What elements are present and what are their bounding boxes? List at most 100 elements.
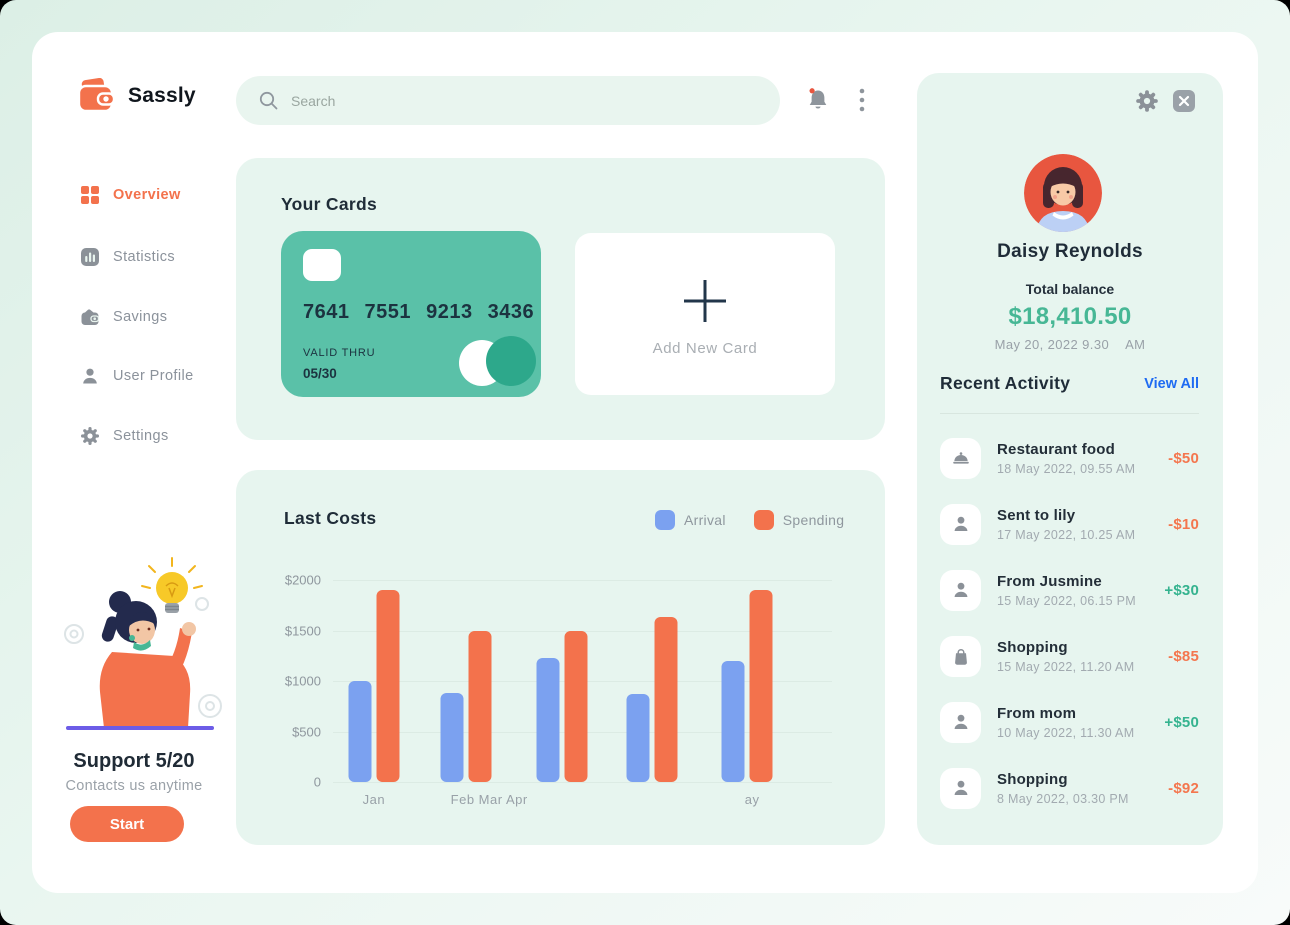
bar-spending-feb xyxy=(468,630,492,782)
activity-amount: +$30 xyxy=(1164,581,1199,599)
legend-entry-arrival: Arrival xyxy=(655,510,726,530)
activity-row-shopping-2[interactable]: Shopping 8 May 2022, 03.30 PM -$92 xyxy=(940,755,1199,821)
y-axis-tick-label: $1000 xyxy=(284,673,321,689)
activity-title-text: From Jusmine xyxy=(997,572,1102,590)
person-icon xyxy=(83,368,97,384)
activity-row-restaurant-food[interactable]: Restaurant food 18 May 2022, 09.55 AM -$… xyxy=(940,425,1199,491)
sidebar-item-label: Overview xyxy=(113,187,181,203)
activity-list: Restaurant food 18 May 2022, 09.55 AM -$… xyxy=(940,425,1199,821)
bar-chart-icon xyxy=(81,248,99,266)
bar-arrival-may xyxy=(721,660,745,782)
activity-datetime: 15 May 2022, 11.20 AM xyxy=(997,659,1135,674)
activity-amount: -$10 xyxy=(1168,515,1199,533)
more-options-button[interactable] xyxy=(852,87,872,115)
person-icon xyxy=(954,714,967,729)
close-icon xyxy=(1178,95,1190,107)
avatar xyxy=(1024,154,1102,232)
activity-icon-tile xyxy=(940,767,981,809)
bar-spending-may xyxy=(749,590,773,782)
activity-amount: -$85 xyxy=(1168,647,1199,665)
activity-title-text: Shopping xyxy=(997,638,1068,656)
bar-group-apr xyxy=(626,580,678,782)
activity-datetime: 10 May 2022, 11.30 AM xyxy=(997,725,1135,740)
wallet-icon xyxy=(81,309,100,325)
credit-card[interactable]: 7641 7551 9213 3436 VALID THRU 05/30 xyxy=(281,231,541,397)
gridline xyxy=(333,782,832,783)
last-costs-panel: Last Costs Arrival Spending $2000 $1500 $1… xyxy=(236,470,885,845)
bar-arrival-apr xyxy=(626,694,650,782)
sidebar-item-settings[interactable]: Settings xyxy=(80,421,169,451)
legend-label-arrival: Arrival xyxy=(684,512,726,528)
wallet-logo-icon xyxy=(77,78,116,113)
your-cards-panel: Your Cards 7641 7551 9213 3436 VALID THR… xyxy=(236,158,885,440)
sidebar-item-statistics[interactable]: Statistics xyxy=(80,242,175,272)
activity-row-from-mom[interactable]: From mom 10 May 2022, 11.30 AM +$50 xyxy=(940,689,1199,755)
x-axis-tick-label: Feb Mar Apr xyxy=(450,792,528,807)
search-bar[interactable] xyxy=(236,76,780,125)
sidebar-item-label: Statistics xyxy=(113,249,176,265)
total-balance-value: $18,410.50 xyxy=(1008,303,1132,330)
profile-name: Daisy Reynolds xyxy=(997,241,1143,262)
card-chip xyxy=(303,249,341,281)
your-cards-title: Your Cards xyxy=(281,194,378,214)
activity-amount: +$50 xyxy=(1164,713,1199,731)
view-all-link[interactable]: View All xyxy=(1144,375,1199,392)
legend-swatch-spending xyxy=(753,510,774,530)
search-input[interactable] xyxy=(291,92,711,109)
profile-panel: Daisy Reynolds Total balance $18,410.50 … xyxy=(917,73,1223,845)
bar-group-mar xyxy=(536,580,588,782)
person-icon xyxy=(954,780,967,795)
activity-row-sent-to-lily[interactable]: Sent to lily 17 May 2022, 10.25 AM -$10 xyxy=(940,491,1199,557)
chart-legend: Arrival Spending xyxy=(655,510,844,530)
card-number: 7641 7551 9213 3436 xyxy=(303,301,535,323)
activity-row-shopping-1[interactable]: Shopping 15 May 2022, 11.20 AM -$85 xyxy=(940,623,1199,689)
activity-datetime: 8 May 2022, 03.30 PM xyxy=(997,791,1129,806)
activity-row-from-jusmine[interactable]: From Jusmine 15 May 2022, 06.15 PM +$30 xyxy=(940,557,1199,623)
panel-settings-button[interactable] xyxy=(1135,89,1159,113)
bar-spending-jan xyxy=(376,590,400,782)
person-icon xyxy=(954,516,967,531)
y-axis-tick-label: $2000 xyxy=(284,572,321,588)
activity-icon-tile xyxy=(940,701,981,743)
y-axis-tick-label: 0 xyxy=(313,774,321,790)
start-button[interactable]: Start xyxy=(70,806,184,842)
sidebar-item-label: Settings xyxy=(113,428,169,444)
chart-plot: $2000 $1500 $1000 $500 0 Jan Feb Mar Apr ay xyxy=(285,573,832,807)
total-balance-label: Total balance xyxy=(1025,281,1115,297)
app-logo: Sassly xyxy=(76,78,196,114)
sidebar-item-user-profile[interactable]: User Profile xyxy=(80,361,194,391)
support-title: Support 5/20 xyxy=(73,750,195,772)
panel-close-button[interactable] xyxy=(1173,90,1195,112)
y-axis-tick-label: $1500 xyxy=(284,623,321,638)
valid-thru-label: VALID THRU xyxy=(303,347,376,359)
activity-title-text: Shopping xyxy=(997,770,1068,788)
legend-label-spending: Spending xyxy=(782,512,845,528)
activity-icon-tile xyxy=(940,437,981,479)
sidebar-item-savings[interactable]: Savings xyxy=(80,302,167,332)
gear-icon xyxy=(81,427,99,445)
bar-arrival-mar xyxy=(536,657,560,782)
valid-thru-value: 05/30 xyxy=(303,366,337,381)
gear-icon xyxy=(1136,90,1158,112)
sidebar-item-label: Savings xyxy=(113,309,168,325)
bar-group-feb xyxy=(440,580,492,782)
balance-date-text: May 20, 2022 9.30 xyxy=(994,337,1110,352)
activity-icon-tile xyxy=(940,569,981,611)
search-icon xyxy=(259,91,278,110)
bar-arrival-jan xyxy=(348,681,372,782)
sidebar-item-overview[interactable]: Overview xyxy=(80,180,181,210)
notifications-button[interactable] xyxy=(804,86,832,116)
app-window: Sassly Overview Statistics xyxy=(32,32,1258,893)
activity-title-text: From mom xyxy=(997,704,1077,722)
bell-icon xyxy=(809,87,827,109)
activity-title-text: Restaurant food xyxy=(997,440,1116,458)
recent-activity-title: Recent Activity xyxy=(940,373,1071,393)
add-new-card-button[interactable]: Add New Card xyxy=(575,233,835,395)
kebab-icon xyxy=(859,88,865,112)
plus-icon xyxy=(684,279,726,322)
activity-divider xyxy=(940,413,1199,414)
legend-swatch-arrival xyxy=(655,510,675,530)
shopping-bag-icon xyxy=(954,649,967,665)
balance-date: May 20, 2022 9.30 AM xyxy=(917,337,1223,352)
